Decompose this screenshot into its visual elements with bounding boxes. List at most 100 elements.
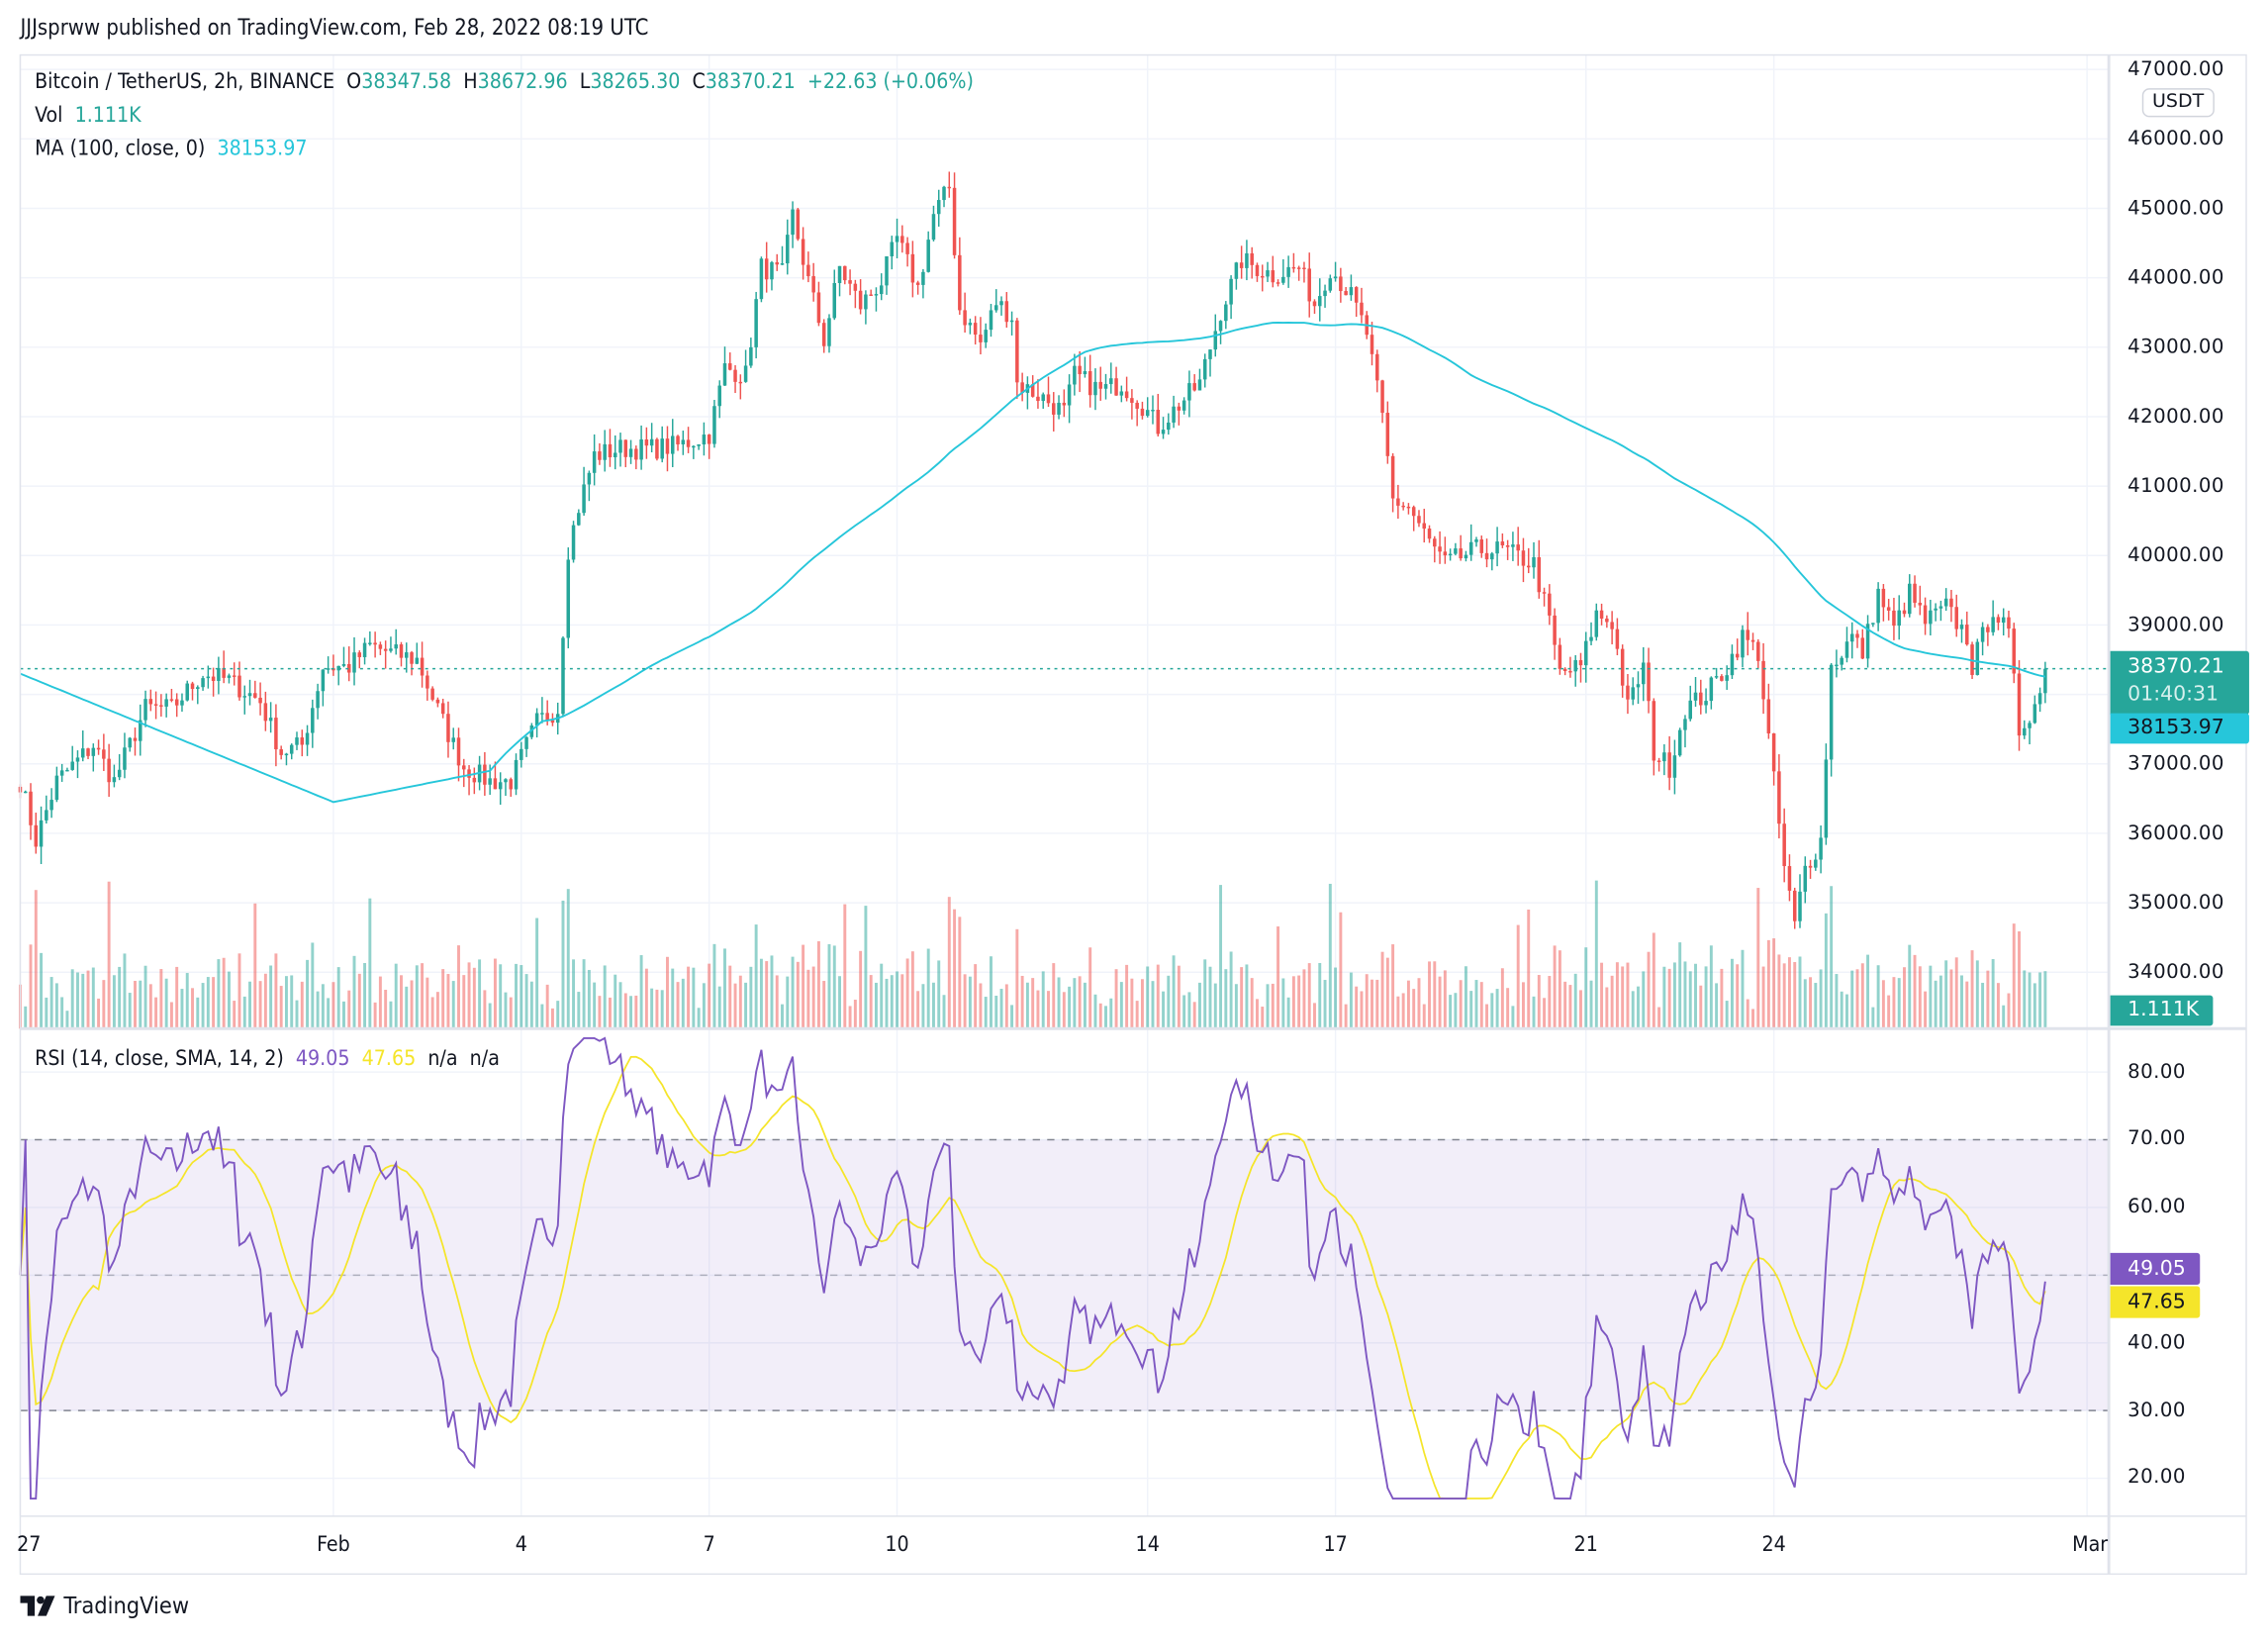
volume-bar [650, 988, 654, 1029]
volume-bar [139, 980, 142, 1029]
candle [96, 747, 101, 750]
candle [592, 451, 597, 473]
candle [1662, 752, 1666, 762]
volume-bar [1699, 985, 1703, 1029]
candle [247, 693, 252, 697]
candle [707, 435, 711, 444]
candle [936, 200, 941, 215]
candle [415, 657, 420, 664]
candle [827, 318, 831, 346]
candle [316, 691, 320, 709]
candle [571, 525, 576, 560]
volume-bar [1266, 984, 1270, 1029]
candle [237, 675, 241, 698]
volume-bar [1720, 968, 1724, 1029]
volume-bar [781, 1004, 784, 1029]
candle [399, 644, 404, 658]
volume-bar [191, 988, 194, 1029]
volume-bar [1736, 964, 1740, 1029]
volume-bar [723, 948, 726, 1029]
volume-bar [274, 953, 278, 1029]
volume-bar [1678, 942, 1682, 1029]
open-label: O [346, 70, 362, 95]
volume-bar [1694, 963, 1697, 1029]
candle [1495, 541, 1499, 554]
volume-bar [953, 909, 957, 1029]
candle [775, 262, 779, 265]
volume-bar [529, 981, 533, 1029]
candle [524, 736, 528, 749]
candle [1484, 552, 1489, 560]
volume-bar [671, 968, 675, 1029]
time-tick: 24 [1761, 1533, 1786, 1557]
candle [1980, 627, 1985, 642]
candle [989, 310, 993, 331]
volume-bar [1986, 970, 1990, 1029]
currency-button[interactable]: USDT [2141, 88, 2215, 118]
ma-label[interactable]: MA (100, close, 0) [35, 137, 206, 161]
candle [1735, 653, 1740, 658]
volume-bar [1417, 978, 1421, 1029]
close-value: 38370.21 [705, 70, 796, 95]
tradingview-logo[interactable]: TradingView [20, 1592, 189, 1619]
candle [738, 381, 743, 384]
candle [874, 294, 879, 296]
candle [1360, 302, 1364, 316]
volume-bar [1866, 954, 1870, 1029]
candle [1177, 406, 1181, 411]
volume-bar [1944, 960, 1948, 1029]
volume-bar [478, 959, 482, 1029]
candle [1354, 287, 1359, 303]
rsi-label[interactable]: RSI (14, close, SMA, 14, 2) [35, 1047, 284, 1071]
candle [994, 305, 998, 311]
volume-bar [180, 989, 184, 1029]
candle [1521, 550, 1526, 566]
candle [655, 438, 659, 459]
volume-bar [253, 903, 257, 1029]
symbol-title[interactable]: Bitcoin / TetherUS, 2h, BINANCE [35, 70, 335, 95]
volume-bar [869, 975, 873, 1029]
volume-bar [572, 959, 576, 1029]
candle [743, 365, 748, 382]
volume-bar [1996, 983, 2000, 1029]
open-value: 38347.58 [361, 70, 452, 95]
candle [425, 675, 429, 689]
volume-bar [504, 992, 508, 1029]
volume-bar [1876, 965, 1880, 1029]
volume-bar [963, 974, 967, 1029]
candle [39, 820, 44, 847]
volume-bar [1146, 966, 1150, 1029]
candle [1814, 859, 1818, 868]
candle [1824, 759, 1829, 838]
time-tick: 21 [1573, 1533, 1598, 1557]
volume-bar [910, 951, 914, 1029]
volume-bar [227, 971, 231, 1029]
candle [1490, 553, 1494, 560]
candle [749, 346, 753, 366]
candle [1454, 548, 1458, 554]
volume-bar [128, 993, 132, 1029]
vol-label[interactable]: Vol [35, 104, 63, 128]
volume-bar [1073, 978, 1077, 1029]
candle [921, 271, 925, 285]
volume-bar [1631, 991, 1635, 1029]
candle [1798, 891, 1802, 921]
volume-bar [1422, 1004, 1426, 1029]
candle [1385, 413, 1390, 456]
candle [968, 323, 973, 326]
volume-bar [1667, 968, 1671, 1029]
candle [520, 748, 523, 760]
volume-bar [890, 975, 894, 1029]
candle [1197, 379, 1202, 391]
volume-bar [1062, 992, 1066, 1029]
candle [1548, 593, 1552, 616]
candle [1260, 275, 1265, 278]
candle [107, 758, 111, 783]
candle [759, 258, 764, 300]
volume-bar [1761, 966, 1765, 1029]
ma-value: 38153.97 [217, 137, 308, 161]
candle [582, 484, 586, 514]
volume-bar [284, 976, 288, 1029]
candle [832, 282, 837, 319]
